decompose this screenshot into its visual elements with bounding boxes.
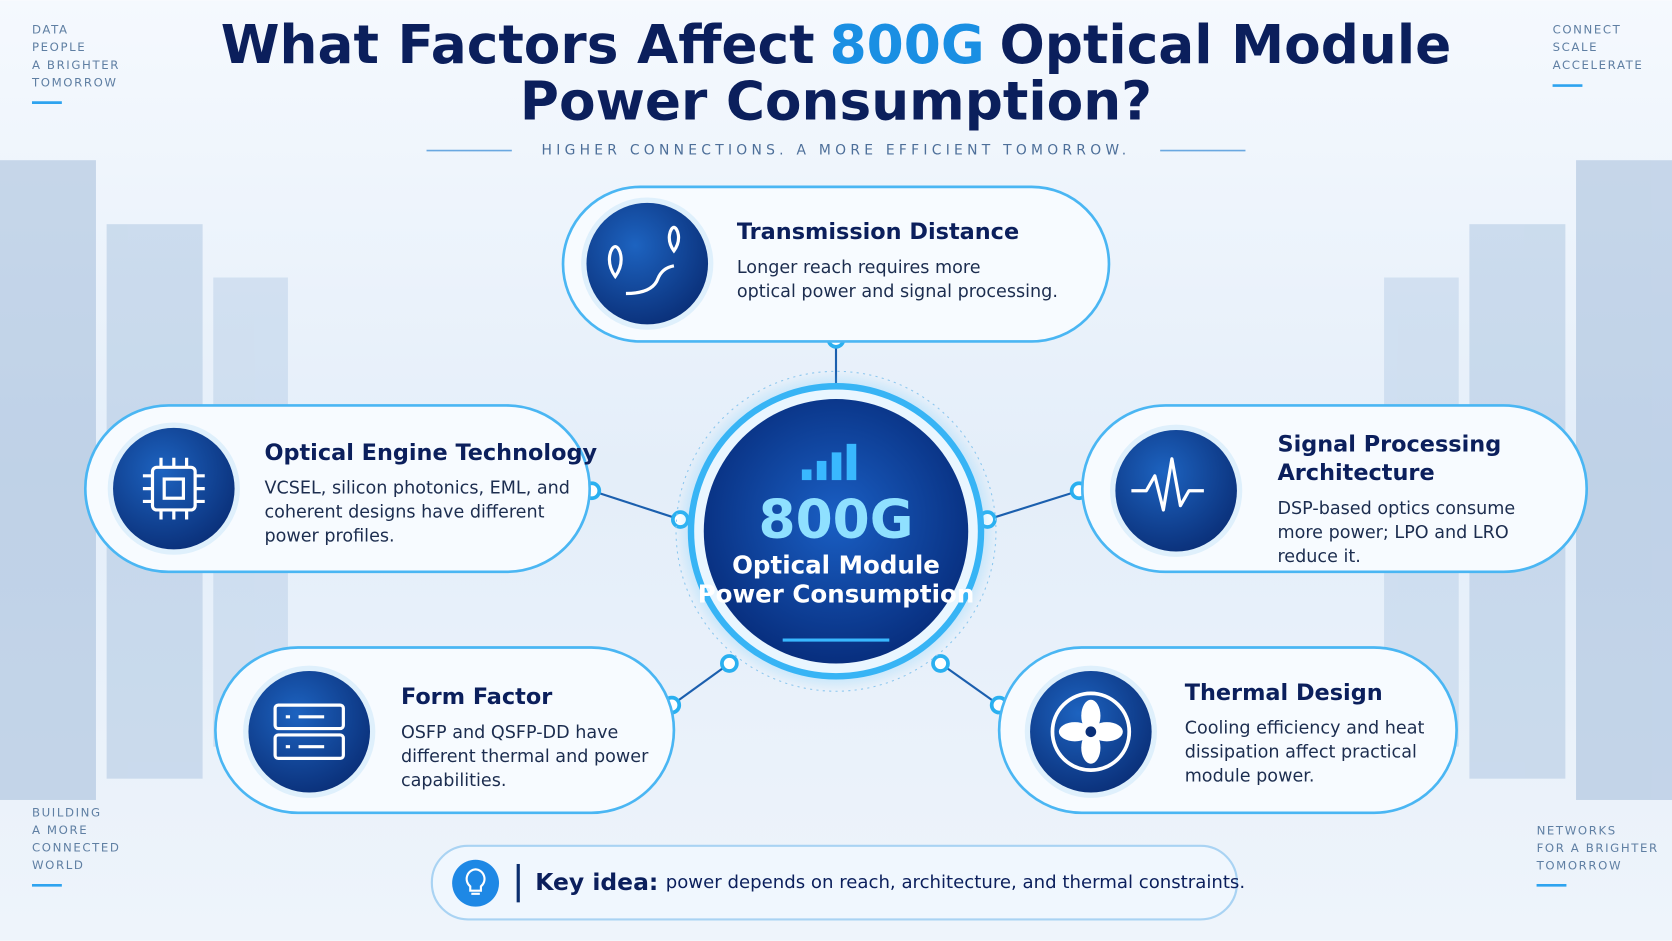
factor-card: Thermal Design Cooling efficiency and hea… (997, 646, 1458, 815)
card-title: Optical Engine Technology (264, 440, 597, 466)
icon-circle (248, 670, 371, 793)
icon-glyph (1085, 726, 1097, 738)
icon-circle (586, 202, 709, 325)
corner-text: A MORE (32, 823, 88, 837)
icon-glyph (1090, 722, 1123, 742)
card-description: coherent designs have different (264, 503, 544, 523)
icon-circle (113, 427, 235, 550)
connector (987, 489, 1080, 521)
key-idea-box (430, 844, 1239, 921)
corner-text: CONNECT (1553, 23, 1622, 37)
key-idea: Key idea: power depends on reach, archite… (430, 844, 1245, 921)
icon-glyph (142, 457, 205, 520)
card-description: DSP-based optics consume (1277, 499, 1515, 519)
title-highlight: 800G (830, 14, 985, 76)
factor-card: Optical Engine Technology VCSEL, silicon … (83, 404, 597, 574)
key-idea-label: Key idea: (535, 868, 658, 896)
card-title: Form Factor (401, 684, 552, 710)
factor-card: Form Factor OSFP and QSFP-DD have differen… (214, 646, 676, 815)
connector (939, 662, 1000, 706)
card-description: module power. (1185, 767, 1315, 787)
node-dot (720, 654, 739, 673)
corner-text: DATA (32, 23, 69, 37)
corner-text: WORLD (32, 858, 85, 872)
card-description: reduce it. (1277, 547, 1360, 567)
key-idea-text: Key idea: power depends on reach, archite… (535, 868, 1245, 896)
corner-text: NETWORKS (1537, 823, 1617, 837)
title: What Factors Affect 800G Optical Module (221, 14, 1451, 76)
corner-text: TOMORROW (31, 75, 118, 89)
key-idea-body: power depends on reach, architecture, an… (666, 872, 1245, 893)
card-description: optical power and signal processing. (737, 282, 1058, 302)
corner-text: BUILDING (32, 805, 102, 819)
icon-glyph (1131, 457, 1204, 512)
signal-icon (801, 443, 857, 481)
card-description: OSFP and QSFP-DD have (401, 723, 618, 743)
factor-card: Signal Processing Architecture DSP-based o… (1080, 404, 1589, 574)
card-description: Cooling efficiency and heat (1185, 719, 1425, 739)
corner-text: FOR A BRIGHTER (1537, 841, 1659, 855)
icon-glyph (162, 477, 186, 500)
icon-glyph (1058, 722, 1091, 742)
corner-notes: DATA PEOPLE A BRIGHTER TOMORROW CONNECT SCALE… (31, 23, 1659, 887)
connector (591, 489, 681, 521)
card-description: more power; LPO and LRO (1277, 523, 1508, 543)
node-dot (931, 654, 950, 673)
corner-text: ACCELERATE (1553, 58, 1644, 72)
corner-text: CONNECTED (32, 840, 121, 854)
card-title: Transmission Distance (737, 219, 1019, 245)
corner-text: A BRIGHTER (32, 58, 120, 72)
corner-text: TOMORROW (1536, 859, 1623, 873)
hub-label: Optical Module (732, 550, 940, 579)
title-text: Optical Module (999, 14, 1451, 76)
card-description: VCSEL, silicon photonics, EML, and (264, 479, 570, 499)
factor-card: Transmission Distance Longer reach requir… (561, 185, 1111, 343)
icon-glyph (1050, 691, 1132, 773)
icon-glyph (607, 225, 681, 296)
title: Power Consumption? (520, 70, 1152, 132)
card-description: power profiles. (264, 527, 394, 547)
connector (671, 662, 730, 706)
title-text: What Factors Affect (221, 14, 815, 76)
card-title: Signal Processing (1277, 431, 1501, 457)
hub-label: Power Consumption (698, 579, 975, 608)
center-hub: 800G Optical Module Power Consumption (675, 370, 997, 692)
icon-glyph (1081, 699, 1101, 732)
card-description: different thermal and power (401, 747, 649, 767)
icon-glyph (1081, 731, 1101, 764)
corner-text: PEOPLE (32, 40, 86, 54)
card-title: Thermal Design (1185, 680, 1383, 706)
card-title: Architecture (1277, 460, 1434, 486)
card-description: capabilities. (401, 771, 507, 791)
hub-value: 800G (759, 488, 914, 550)
icon-glyph (142, 457, 205, 520)
factor-cards: Transmission Distance Longer reach requir… (83, 185, 1589, 815)
corner-text: SCALE (1553, 40, 1599, 54)
icon-glyph (142, 457, 205, 520)
bulb-icon (452, 859, 500, 907)
card-description: dissipation affect practical (1185, 743, 1417, 763)
subtitle: HIGHER CONNECTIONS. A MORE EFFICIENT TOM… (542, 143, 1131, 159)
card-description: Longer reach requires more (737, 258, 981, 278)
icon-glyph (273, 703, 345, 731)
icon-glyph (273, 733, 345, 761)
bulb-glyph (465, 868, 486, 895)
hub-core (703, 399, 969, 664)
